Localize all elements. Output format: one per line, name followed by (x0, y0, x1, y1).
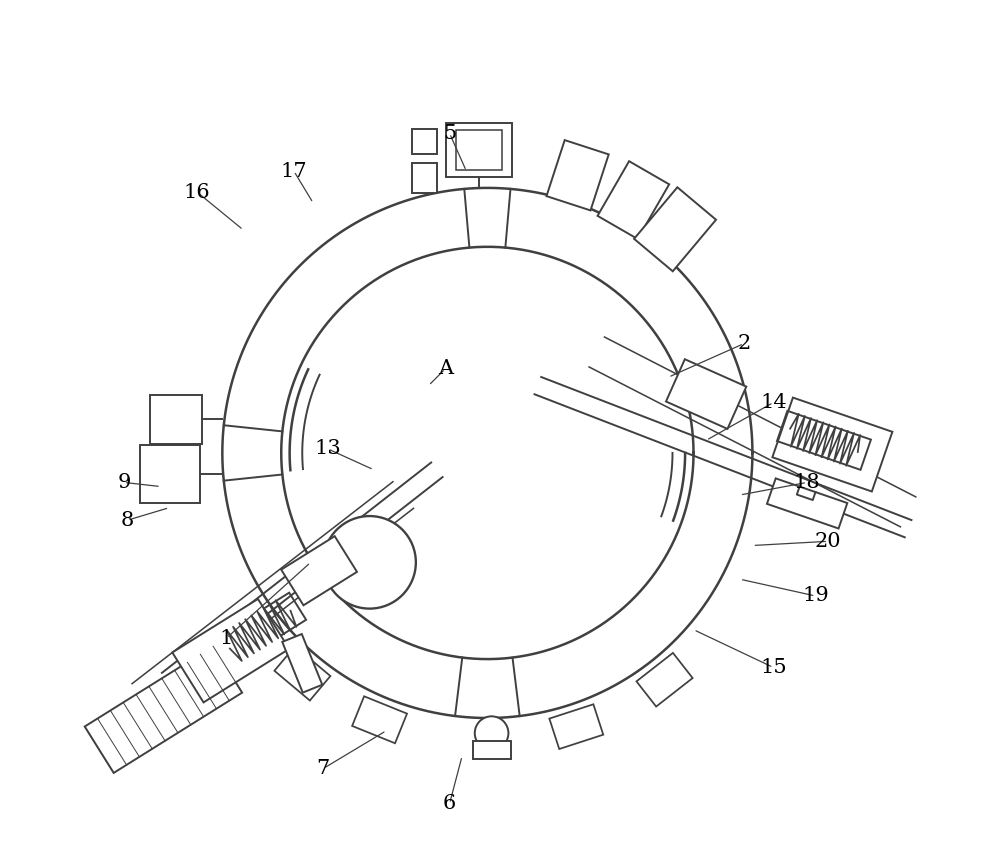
Polygon shape (282, 634, 322, 693)
Polygon shape (172, 599, 289, 702)
Polygon shape (150, 395, 202, 444)
Polygon shape (85, 646, 242, 773)
Circle shape (475, 717, 508, 750)
Text: 8: 8 (121, 511, 134, 529)
Text: A: A (438, 359, 453, 379)
Polygon shape (412, 163, 437, 192)
Polygon shape (412, 129, 437, 154)
Text: 16: 16 (184, 183, 210, 202)
Text: 13: 13 (314, 440, 341, 458)
Polygon shape (549, 705, 603, 749)
Text: 15: 15 (760, 658, 787, 677)
Text: 17: 17 (281, 162, 307, 180)
Polygon shape (598, 161, 669, 239)
Polygon shape (666, 359, 746, 429)
Polygon shape (352, 696, 407, 744)
Polygon shape (772, 397, 892, 491)
Polygon shape (767, 479, 847, 529)
Circle shape (323, 516, 416, 609)
Polygon shape (274, 646, 330, 700)
Text: 1: 1 (220, 628, 233, 648)
Polygon shape (446, 123, 512, 177)
Text: 18: 18 (794, 473, 820, 492)
Text: 19: 19 (802, 586, 829, 606)
Text: 20: 20 (815, 532, 841, 551)
Polygon shape (140, 445, 200, 503)
Text: 7: 7 (317, 759, 330, 778)
Text: 6: 6 (443, 794, 456, 813)
Text: 5: 5 (443, 124, 456, 142)
Polygon shape (636, 653, 693, 706)
Polygon shape (546, 140, 609, 210)
Polygon shape (281, 536, 357, 606)
Polygon shape (634, 187, 716, 271)
Text: 14: 14 (760, 393, 787, 412)
Text: 9: 9 (117, 473, 131, 492)
Polygon shape (456, 130, 502, 170)
Text: 2: 2 (737, 334, 751, 353)
Polygon shape (473, 741, 511, 759)
